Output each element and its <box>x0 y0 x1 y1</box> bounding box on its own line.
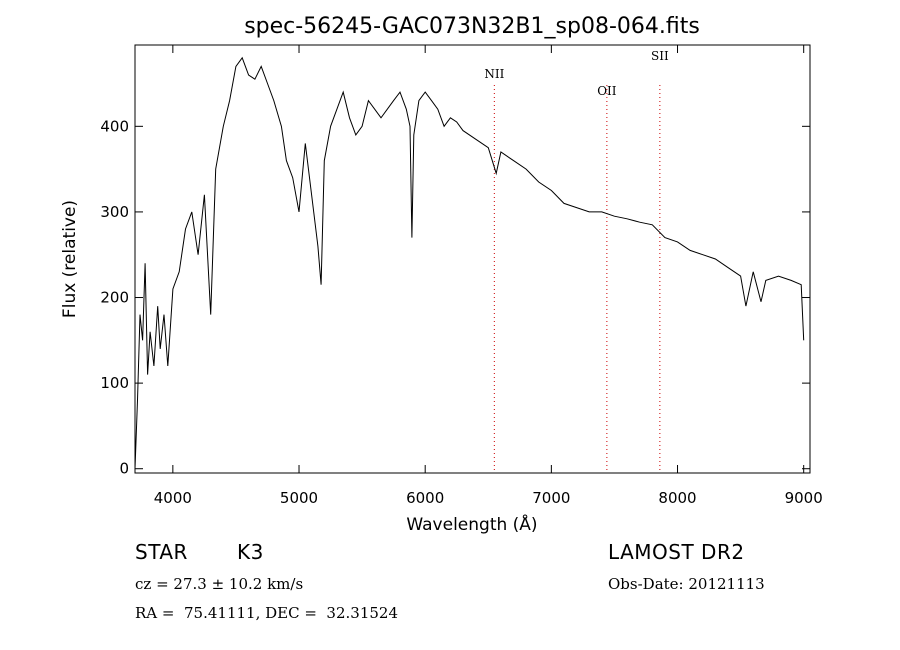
redshift-value: cz = 27.3 ± 10.2 km/s <box>135 575 304 593</box>
plot-frame <box>134 44 811 474</box>
coordinates: RA = 75.41111, DEC = 32.31524 <box>135 604 399 622</box>
y-tick-label: 0 <box>119 460 129 478</box>
annotation-label: NII <box>484 67 504 81</box>
object-subclass: K3 <box>237 540 264 564</box>
x-tick-label: 5000 <box>280 489 318 507</box>
x-tick-label: 7000 <box>532 489 570 507</box>
chart-title: spec-56245-GAC073N32B1_sp08-064.fits <box>244 14 700 39</box>
x-tick-label: 8000 <box>658 489 696 507</box>
x-tick-label: 6000 <box>406 489 444 507</box>
spectrum-line <box>134 56 805 469</box>
survey-name: LAMOST DR2 <box>608 540 745 564</box>
x-axis-label: Wavelength (Å) <box>406 513 537 535</box>
x-tick-label: 4000 <box>154 489 192 507</box>
annotation-label: OII <box>597 84 617 98</box>
obs-date: Obs-Date: 20121113 <box>608 575 765 593</box>
y-tick-label: 300 <box>100 203 129 221</box>
object-class: STAR <box>135 540 188 564</box>
axis-ticks: 4000 5000 6000 7000 8000 9000 0 100 200 300 400 <box>100 45 823 507</box>
annotation-label: SII <box>651 49 669 63</box>
y-axis-label: Flux (relative) <box>60 200 80 318</box>
y-tick-label: 400 <box>100 117 129 135</box>
y-tick-label: 200 <box>100 289 129 307</box>
y-tick-label: 100 <box>100 374 129 392</box>
x-tick-label: 9000 <box>785 489 823 507</box>
line-annotations: NII OII SII <box>484 49 669 473</box>
